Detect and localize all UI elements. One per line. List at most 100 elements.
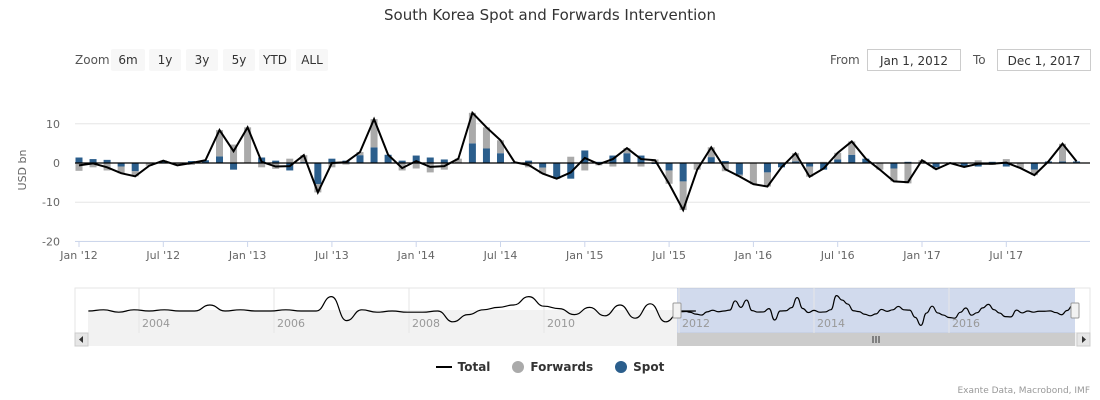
forwards-bar [216, 130, 223, 157]
zoom-all-button[interactable]: ALL [296, 49, 328, 71]
x-tick-label: Jan '15 [565, 249, 603, 262]
forwards-bar [539, 167, 547, 174]
spot-bar [960, 163, 968, 167]
zoom-6m-button[interactable]: 6m [111, 49, 145, 71]
spot-bar [230, 163, 238, 170]
forwards-bar [482, 127, 490, 149]
spot-bar [1059, 161, 1066, 163]
navigator-tick-label: 2006 [277, 317, 305, 330]
zoom-3y-button[interactable]: 3y [186, 49, 218, 71]
forwards-bar [356, 152, 364, 156]
spot-bar [117, 163, 125, 167]
x-tick-label: Jul '16 [820, 249, 855, 262]
navigator-tick-label: 2016 [952, 317, 980, 330]
spot-bar [314, 163, 322, 185]
chart-title: South Korea Spot and Forwards Interventi… [384, 6, 716, 24]
spot-bar [412, 155, 420, 163]
spot-bar [539, 163, 547, 168]
forwards-bar [1059, 143, 1066, 162]
legend: Total Forwards Spot [0, 360, 1100, 374]
spot-bar [328, 158, 336, 163]
forwards-bar [623, 148, 631, 154]
to-date-input[interactable]: Dec 1, 2017 [997, 49, 1091, 71]
forwards-bar [974, 160, 982, 163]
spot-bar [468, 143, 476, 163]
spot-bar [1073, 161, 1081, 163]
circle-icon [615, 361, 628, 373]
spot-bar [1030, 163, 1038, 170]
arrow-left-icon [79, 336, 83, 343]
forwards-bar [145, 163, 153, 166]
spot-bar [735, 163, 743, 175]
forwards-bar [1016, 163, 1024, 169]
forwards-bar [244, 127, 252, 163]
navigator-tick-label: 2014 [817, 317, 845, 330]
forwards-bar [131, 171, 139, 177]
navigator-handle[interactable] [672, 302, 682, 319]
forwards-bar [609, 163, 617, 167]
forwards-bar [567, 156, 575, 163]
spot-bar [623, 153, 631, 163]
spot-bar [159, 160, 167, 163]
legend-item-total[interactable]: Total [435, 360, 490, 374]
total-line [78, 110, 1078, 213]
x-tick-label: Jan '14 [396, 249, 434, 262]
x-tick-label: Jan '13 [228, 249, 266, 262]
forwards-bar [117, 166, 125, 174]
spot-bar [1002, 163, 1010, 167]
navigator-series [88, 295, 1079, 327]
forwards-bar [581, 163, 589, 171]
spot-bar [525, 160, 533, 163]
forwards-bar [1002, 159, 1010, 163]
forwards-bar [89, 163, 97, 168]
circle-icon [512, 361, 525, 373]
from-date-input[interactable]: Jan 1, 2012 [867, 49, 961, 71]
x-tick-label: Jan '17 [902, 249, 940, 262]
x-tick-label: Jul '17 [988, 249, 1023, 262]
spot-bar [581, 150, 589, 163]
forwards-bar [454, 158, 462, 163]
forwards-bar [300, 155, 308, 162]
forwards-bar [707, 147, 715, 158]
forwards-bar [848, 141, 856, 155]
spot-bar [707, 157, 715, 163]
forwards-bar [890, 168, 898, 182]
spot-bar [553, 163, 561, 179]
spot-bar [216, 156, 223, 163]
arrow-right-icon [1082, 336, 1086, 343]
navigator-handle[interactable] [1070, 302, 1080, 319]
zoom-1y-button[interactable]: 1y [149, 49, 181, 71]
forwards-bar [468, 112, 476, 144]
forwards-bar [342, 163, 350, 165]
legend-item-spot[interactable]: Spot [615, 360, 664, 374]
forwards-bar [173, 163, 181, 166]
forwards-bar [286, 158, 294, 163]
to-label: To [973, 53, 986, 67]
navigator-tick-label: 2010 [547, 317, 575, 330]
x-tick-label: Jan '16 [734, 249, 772, 262]
zoom-ytd-button[interactable]: YTD [259, 49, 291, 71]
forwards-bar [693, 163, 701, 170]
forwards-bar [230, 144, 238, 163]
zoom-5y-button[interactable]: 5y [223, 49, 255, 71]
spot-bar [356, 155, 364, 163]
spot-bar [201, 160, 209, 163]
legend-item-forwards[interactable]: Forwards [512, 360, 593, 374]
forwards-bar [258, 163, 266, 168]
spot-bar [778, 163, 785, 168]
spot-bar [721, 161, 729, 163]
zoom-label: Zoom [75, 53, 110, 67]
spot-bar [792, 161, 800, 163]
spot-bar [131, 163, 139, 172]
navigator-tick-label: 2008 [412, 317, 440, 330]
spot-bar [370, 147, 378, 163]
x-tick-label: Jul '12 [145, 249, 180, 262]
navigator-tick-label: 2004 [142, 317, 170, 330]
forwards-bar [1030, 169, 1038, 176]
y-tick-label: -10 [42, 196, 60, 209]
navigator-unselected-fill [88, 310, 677, 333]
forwards-bar [75, 163, 83, 171]
forwards-bar [665, 170, 673, 184]
spot-bar [932, 163, 940, 168]
